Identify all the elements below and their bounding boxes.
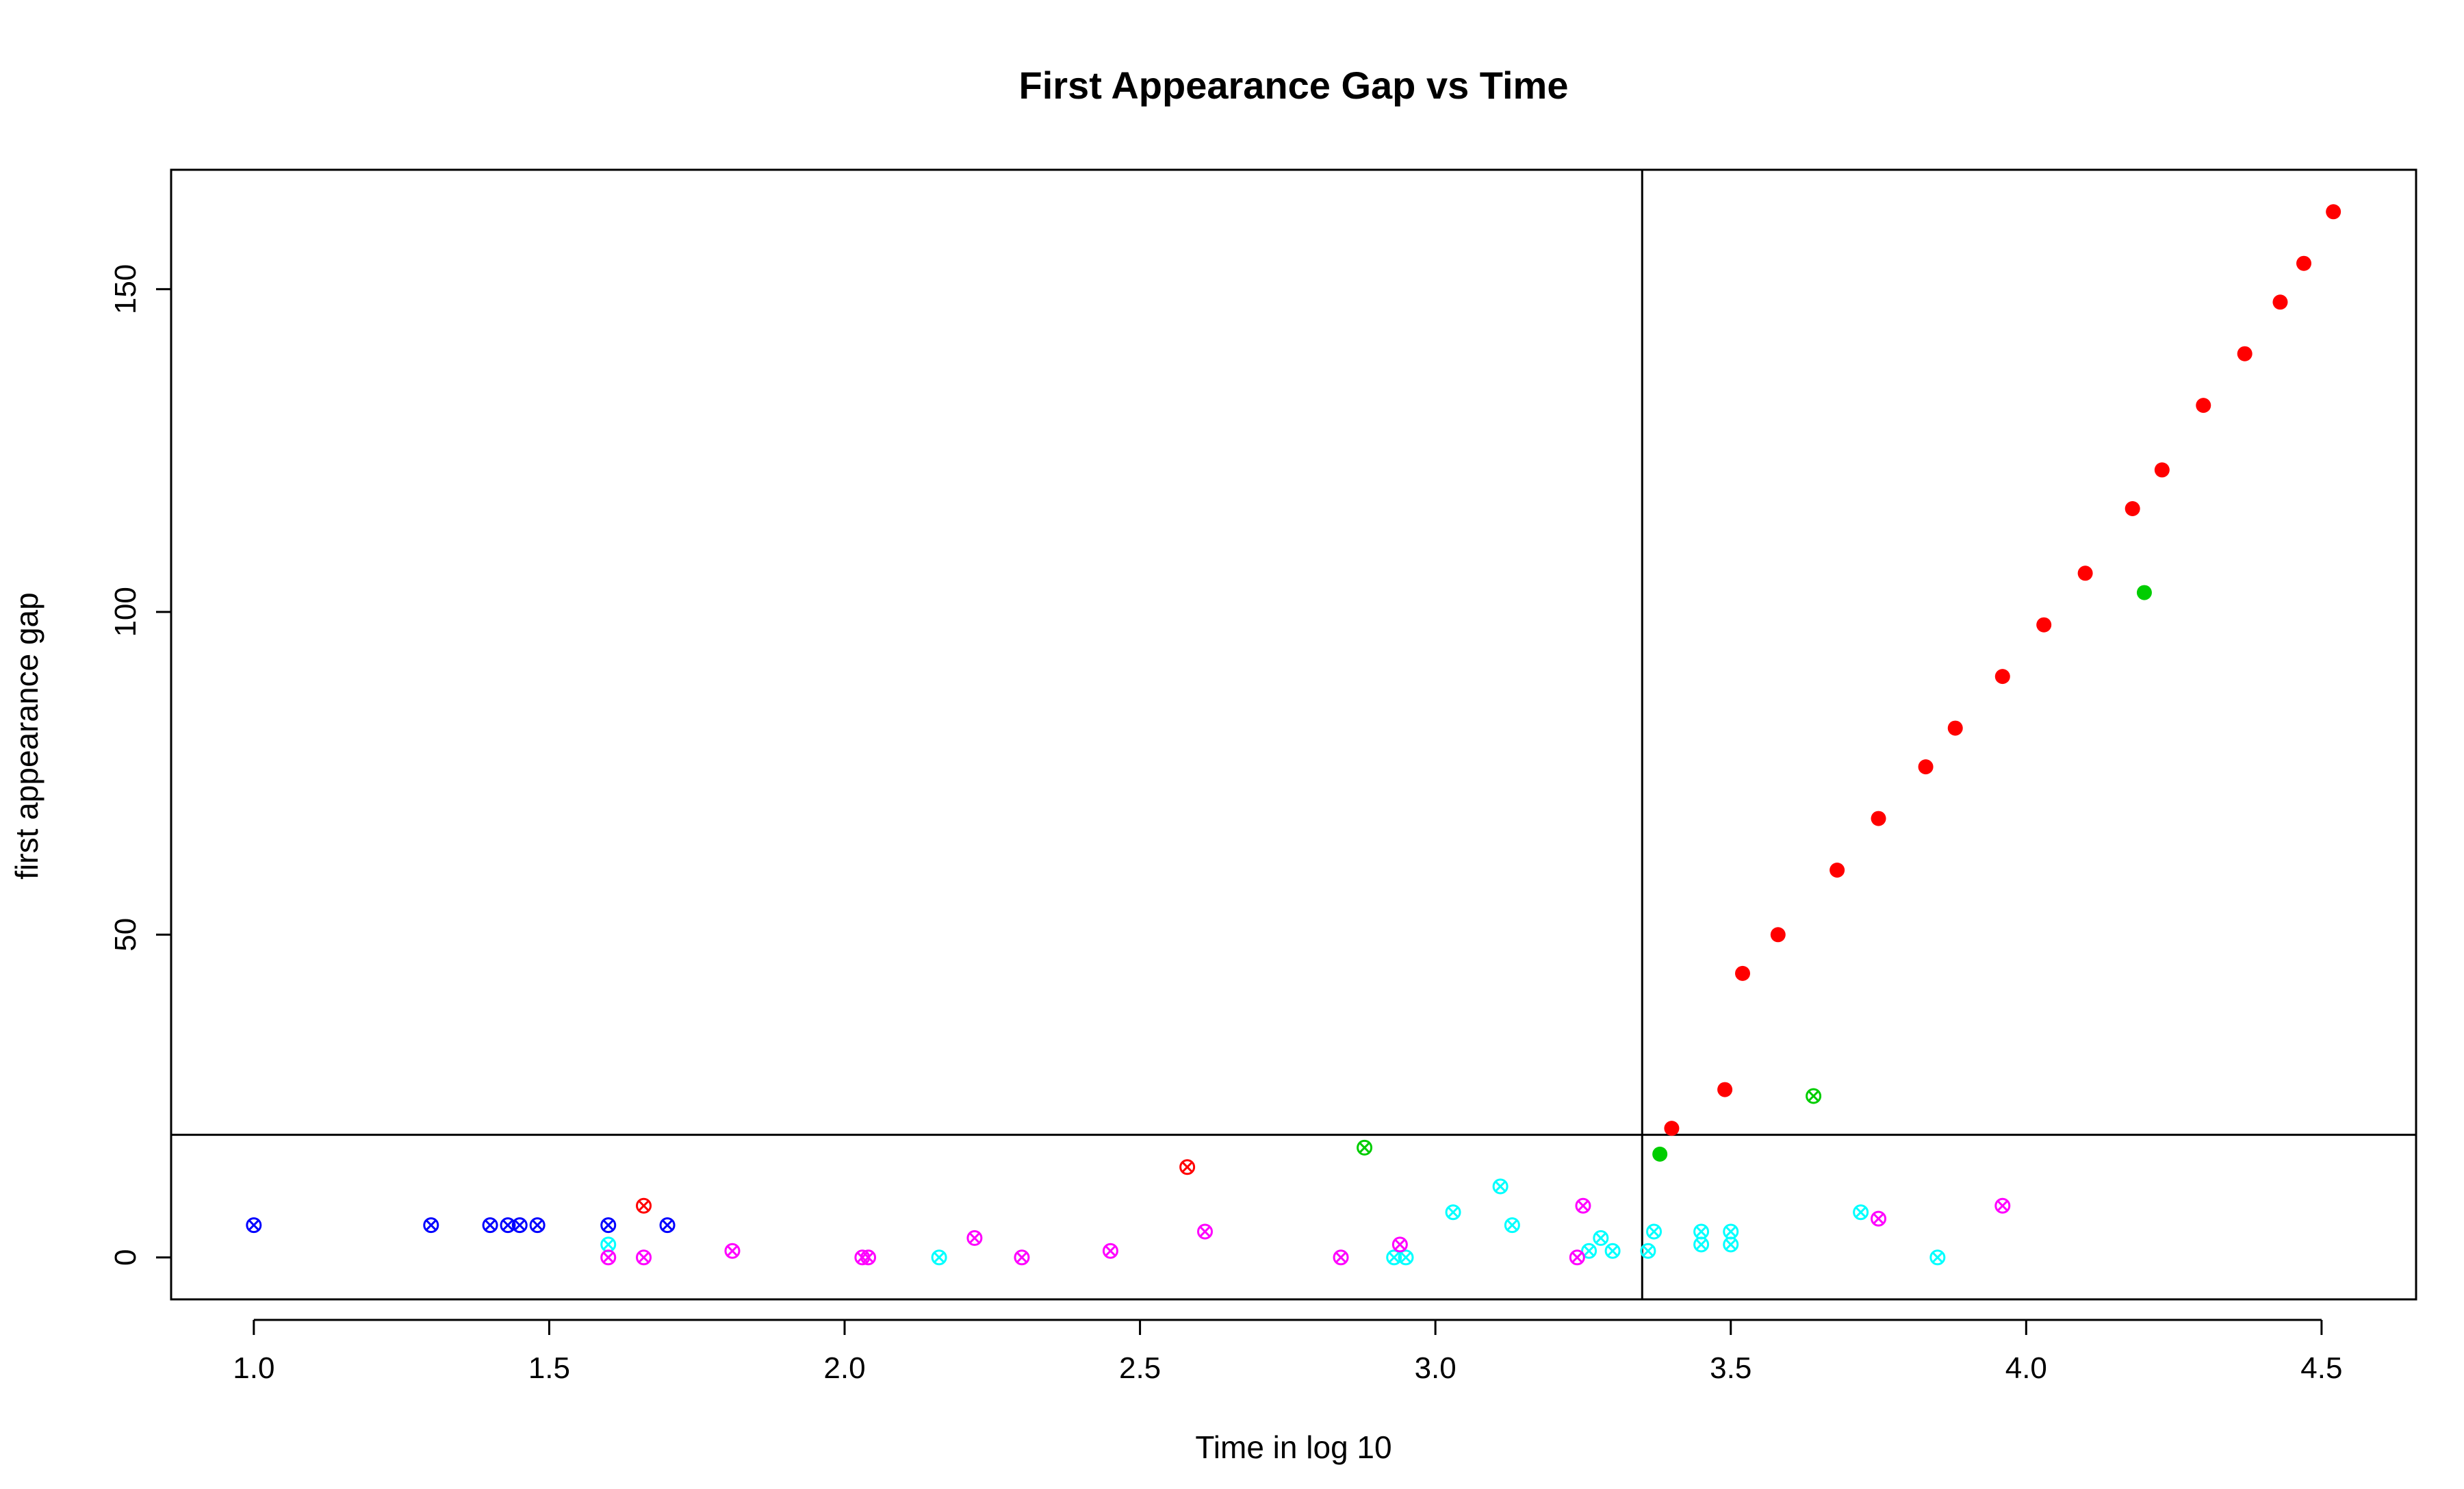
data-point-magenta-crossed xyxy=(1994,1197,2011,1214)
x-tick-label: 1.0 xyxy=(233,1351,274,1385)
y-tick-label: 100 xyxy=(109,587,142,637)
data-point-cyan-crossed xyxy=(931,1249,947,1266)
data-point-cyan-crossed xyxy=(600,1236,617,1253)
data-point-cyan-crossed xyxy=(1646,1223,1663,1240)
y-axis-label: first appearance gap xyxy=(9,592,44,879)
data-point-red-filled xyxy=(2296,255,2311,271)
data-point-magenta-crossed xyxy=(1575,1197,1591,1214)
data-point-red-filled xyxy=(1830,863,1845,878)
data-point-magenta-crossed xyxy=(724,1243,741,1259)
data-point-cyan-crossed xyxy=(1492,1178,1509,1195)
plot-frame xyxy=(170,168,2417,1301)
data-point-magenta-crossed xyxy=(1391,1236,1408,1253)
data-point-red-filled xyxy=(1994,669,2010,685)
chart-title: First Appearance Gap vs Time xyxy=(1019,64,1569,107)
data-point-red-filled xyxy=(2272,294,2288,310)
x-tick-label: 2.0 xyxy=(823,1351,865,1385)
data-point-cyan-crossed xyxy=(1504,1217,1520,1234)
data-point-red-filled xyxy=(2154,462,2170,478)
axes: 1.0 1.5 2.0 2.5 3.0 3.5 4.0 4.5 0 50 100 150 xyxy=(109,168,2417,1385)
data-point-cyan-crossed xyxy=(1693,1223,1710,1240)
data-point-green-crossed xyxy=(1357,1139,1373,1156)
data-point-red-filled xyxy=(2036,617,2052,633)
data-point-magenta-crossed xyxy=(1569,1249,1585,1266)
data-point-cyan-crossed xyxy=(1581,1243,1597,1259)
data-point-cyan-crossed xyxy=(1386,1249,1402,1266)
data-point-red-filled xyxy=(1664,1121,1680,1136)
data-point-magenta-crossed xyxy=(1014,1249,1030,1266)
data-point-blue-crossed xyxy=(482,1217,498,1234)
data-point-red-filled xyxy=(2077,565,2093,581)
data-point-cyan-crossed xyxy=(1693,1236,1710,1253)
data-point-red-crossed xyxy=(636,1197,652,1214)
data-point-cyan-crossed xyxy=(1929,1249,1946,1266)
data-point-blue-crossed xyxy=(600,1217,617,1234)
data-point-cyan-crossed xyxy=(1604,1243,1621,1259)
y-tick-label: 150 xyxy=(109,264,142,314)
data-point-red-filled xyxy=(2125,501,2140,516)
data-point-green-filled xyxy=(1652,1146,1668,1162)
data-point-green-crossed xyxy=(1806,1088,1822,1104)
data-point-red-filled xyxy=(1770,927,1786,943)
y-tick-label: 0 xyxy=(109,1249,142,1265)
data-point-blue-crossed xyxy=(529,1217,546,1234)
data-point-blue-crossed xyxy=(500,1217,516,1234)
data-point-cyan-crossed xyxy=(1723,1236,1739,1253)
data-point-red-filled xyxy=(1735,965,1750,981)
data-point-red-filled xyxy=(1717,1082,1733,1097)
data-point-blue-crossed xyxy=(246,1217,262,1234)
data-point-red-crossed xyxy=(1179,1159,1196,1175)
data-point-magenta-crossed xyxy=(1197,1223,1214,1240)
data-point-red-filled xyxy=(1918,759,1934,775)
data-point-cyan-crossed xyxy=(1445,1204,1461,1221)
x-tick-label: 4.5 xyxy=(2300,1351,2342,1385)
plot-area xyxy=(171,170,2416,1299)
x-tick-label: 4.0 xyxy=(2005,1351,2047,1385)
data-point-magenta-crossed xyxy=(1102,1243,1118,1259)
data-point-blue-crossed xyxy=(659,1217,676,1234)
data-point-cyan-crossed xyxy=(1640,1243,1656,1259)
data-point-magenta-crossed xyxy=(636,1249,652,1266)
x-tick-label: 1.5 xyxy=(528,1351,570,1385)
data-point-magenta-crossed xyxy=(600,1249,617,1266)
data-point-green-filled xyxy=(2136,585,2152,600)
data-point-blue-crossed xyxy=(511,1217,528,1234)
data-point-blue-crossed xyxy=(423,1217,439,1234)
x-tick-label: 2.5 xyxy=(1119,1351,1161,1385)
data-point-magenta-crossed xyxy=(1871,1210,1887,1227)
data-point-red-filled xyxy=(2237,346,2253,361)
data-point-cyan-crossed xyxy=(1853,1204,1869,1221)
x-tick-label: 3.0 xyxy=(1415,1351,1456,1385)
data-point-cyan-crossed xyxy=(1593,1230,1609,1246)
data-point-red-filled xyxy=(1947,720,1963,736)
x-axis-label: Time in log 10 xyxy=(1195,1429,1391,1465)
data-point-magenta-crossed xyxy=(966,1230,983,1246)
data-point-cyan-crossed xyxy=(1723,1223,1739,1240)
data-point-cyan-crossed xyxy=(1398,1249,1414,1266)
data-point-magenta-crossed xyxy=(860,1249,877,1266)
data-point-red-filled xyxy=(1871,811,1886,826)
y-tick-label: 50 xyxy=(109,918,142,952)
data-point-magenta-crossed xyxy=(1333,1249,1349,1266)
data-point-red-filled xyxy=(2326,204,2341,220)
x-tick-label: 3.5 xyxy=(1710,1351,1751,1385)
data-point-red-filled xyxy=(2196,398,2211,413)
